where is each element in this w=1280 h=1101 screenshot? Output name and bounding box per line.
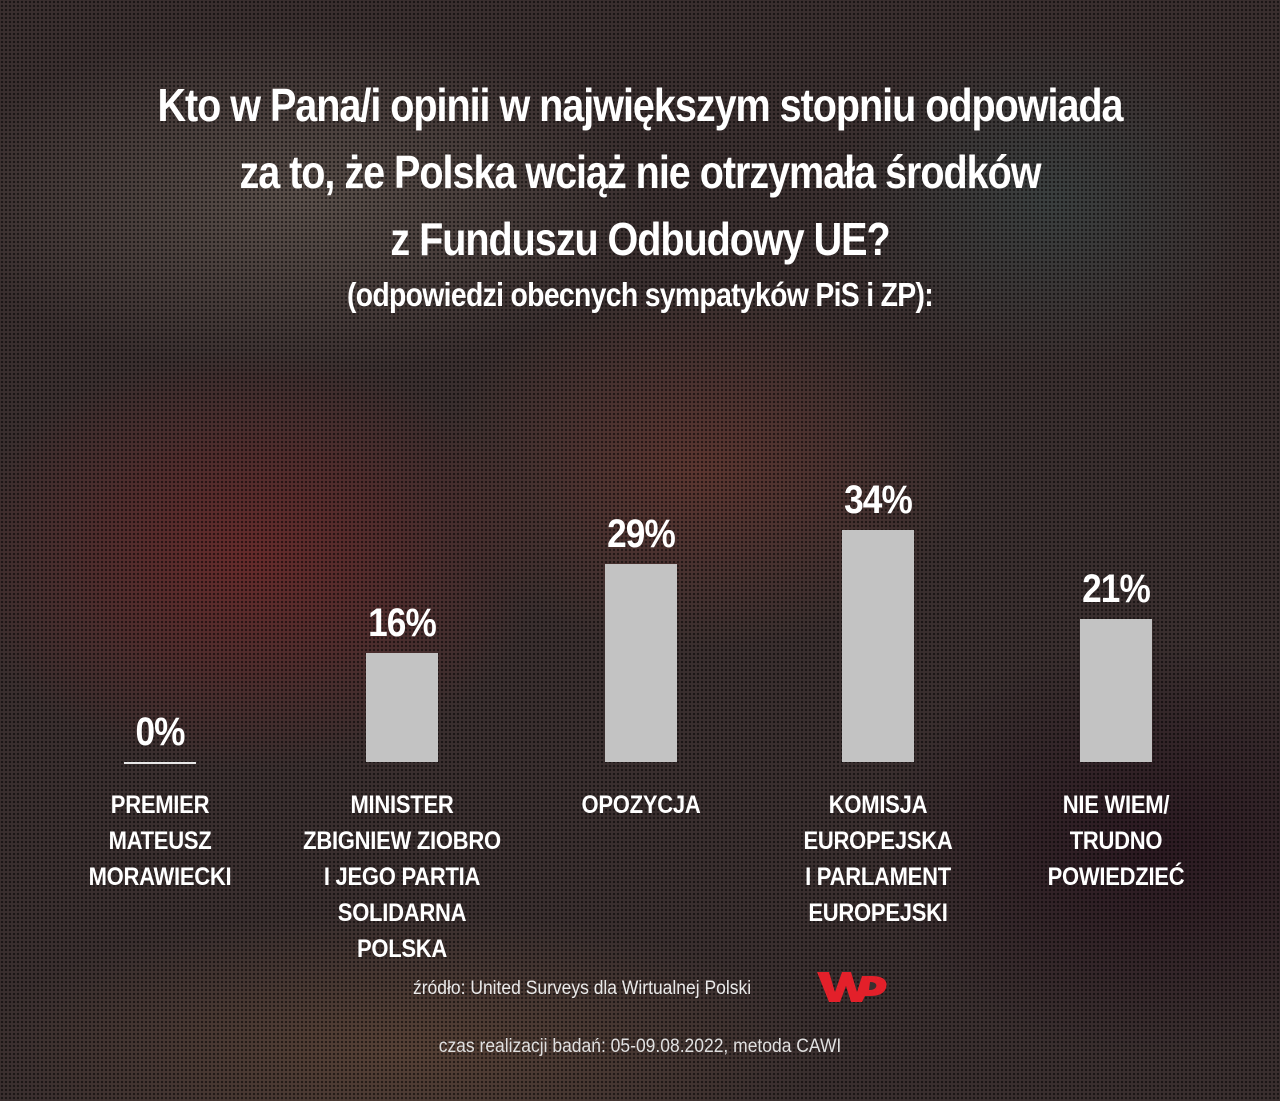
- category-label: KOMISJA EUROPEJSKA I PARLAMENT EUROPEJSKI: [772, 787, 983, 931]
- category-label-line: EUROPEJSKA: [803, 827, 953, 855]
- bar: [842, 530, 914, 762]
- category-label-line: MATEUSZ: [108, 827, 212, 855]
- source-text: źródło: United Surveys dla Wirtualnej Po…: [413, 978, 752, 999]
- title-line: Kto w Pana/i opinii w największym stopni…: [157, 79, 1123, 131]
- category-label: MINISTER ZBIGNIEW ZIOBRO I JEGO PARTIA SOLI…: [296, 787, 507, 967]
- chart-subtitle: (odpowiedzi obecnych sympatyków PiS i ZP…: [346, 276, 934, 313]
- category-label: NIE WIEM/TRUDNO POWIEDZIEĆ: [1010, 787, 1221, 895]
- category-label: OPOZYCJA: [535, 787, 746, 823]
- bar-chart: 0% PREMIER MATEUSZ MORAWIECKI 16% MINISTER ZBI…: [40, 0, 1236, 963]
- wp-logo-icon: [817, 972, 887, 1002]
- bar-column: 16% MINISTER ZBIGNIEW ZIOBRO I JEGO PARTIA S…: [282, 0, 522, 963]
- bar-column: 0% PREMIER MATEUSZ MORAWIECKI: [40, 0, 280, 960]
- value-label: 21%: [1082, 566, 1151, 611]
- category-label-line: I PARLAMENT: [805, 863, 951, 891]
- bar: [366, 652, 438, 762]
- category-label-line: EUROPEJSKI: [808, 899, 948, 927]
- bar-column: 21% NIE WIEM/TRUDNO POWIEDZIEĆ: [996, 0, 1236, 960]
- zero-baseline: [124, 762, 196, 764]
- chart-title: Kto w Pana/i opinii w największym stopni…: [90, 72, 1191, 273]
- category-label-line: TRUDNO POWIEDZIEĆ: [1047, 827, 1185, 891]
- bar-column: 29% OPOZYCJA: [521, 0, 761, 960]
- category-label-line: I JEGO PARTIA: [323, 863, 481, 891]
- category-label-line: KOMISJA: [828, 791, 928, 819]
- value-label: 0%: [135, 710, 185, 754]
- category-label-line: ZBIGNIEW ZIOBRO: [303, 827, 501, 855]
- method-text: czas realizacji badań: 05-09.08.2022, me…: [438, 1036, 842, 1057]
- category-label-line: MORAWIECKI: [88, 863, 232, 891]
- category-label-line: SOLIDARNA POLSKA: [337, 899, 467, 963]
- value-label: 29%: [607, 512, 676, 557]
- title-line: z Funduszu Odbudowy UE?: [390, 213, 890, 265]
- category-label-line: MINISTER: [350, 791, 454, 819]
- category-label-line: OPOZYCJA: [581, 791, 701, 819]
- category-label: PREMIER MATEUSZ MORAWIECKI: [54, 787, 265, 895]
- bar: [1080, 618, 1152, 762]
- value-label: 34%: [844, 478, 913, 523]
- bar-column: 34% KOMISJA EUROPEJSKA I PARLAMENT EUROPEJSK…: [758, 0, 998, 960]
- title-line: za to, że Polska wciąż nie otrzymała śro…: [239, 146, 1041, 198]
- category-label-line: PREMIER: [110, 791, 210, 819]
- value-label: 16%: [368, 600, 437, 645]
- bar: [605, 564, 677, 762]
- category-label-line: NIE WIEM/: [1062, 791, 1170, 819]
